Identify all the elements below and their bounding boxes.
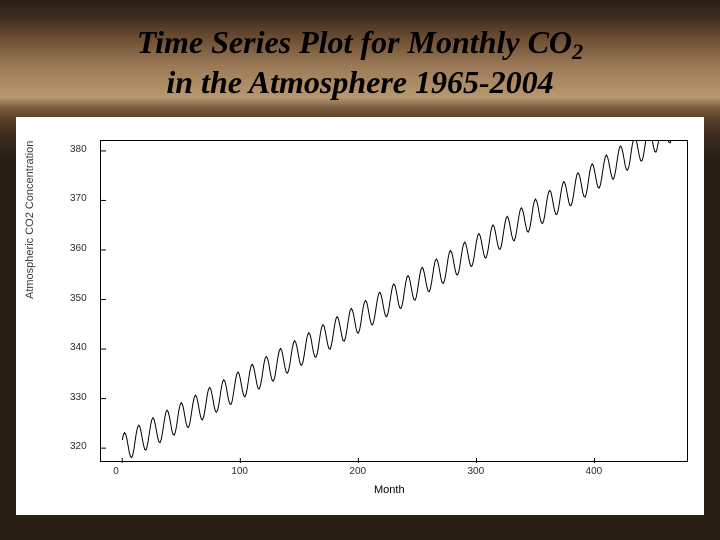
- title-text-pre: Time Series Plot for Monthly CO: [137, 24, 572, 60]
- plot-area: [100, 140, 688, 462]
- co2-line-series: [122, 141, 673, 458]
- slide-title: Time Series Plot for Monthly CO2 in the …: [0, 22, 720, 102]
- x-tick-label: 200: [349, 466, 366, 477]
- chart-panel: Atmospheric CO2 Concentration Month 0100…: [16, 117, 704, 515]
- x-tick-label: 0: [113, 466, 119, 477]
- x-tick-label: 300: [467, 466, 484, 477]
- line-series-svg: [101, 141, 689, 463]
- y-tick-label: 340: [70, 342, 87, 353]
- x-tick-label: 400: [586, 466, 603, 477]
- title-line-2: in the Atmosphere 1965-2004: [0, 62, 720, 102]
- x-axis-label: Month: [374, 484, 405, 496]
- y-tick-label: 330: [70, 392, 87, 403]
- slide-root: Time Series Plot for Monthly CO2 in the …: [0, 0, 720, 540]
- y-tick-label: 370: [70, 193, 87, 204]
- title-line-1: Time Series Plot for Monthly CO2: [0, 22, 720, 62]
- y-tick-label: 380: [70, 144, 87, 155]
- y-tick-label: 320: [70, 441, 87, 452]
- title-co2-subscript: 2: [572, 39, 583, 64]
- y-tick-label: 360: [70, 243, 87, 254]
- x-tick-label: 100: [231, 466, 248, 477]
- y-tick-label: 350: [70, 293, 87, 304]
